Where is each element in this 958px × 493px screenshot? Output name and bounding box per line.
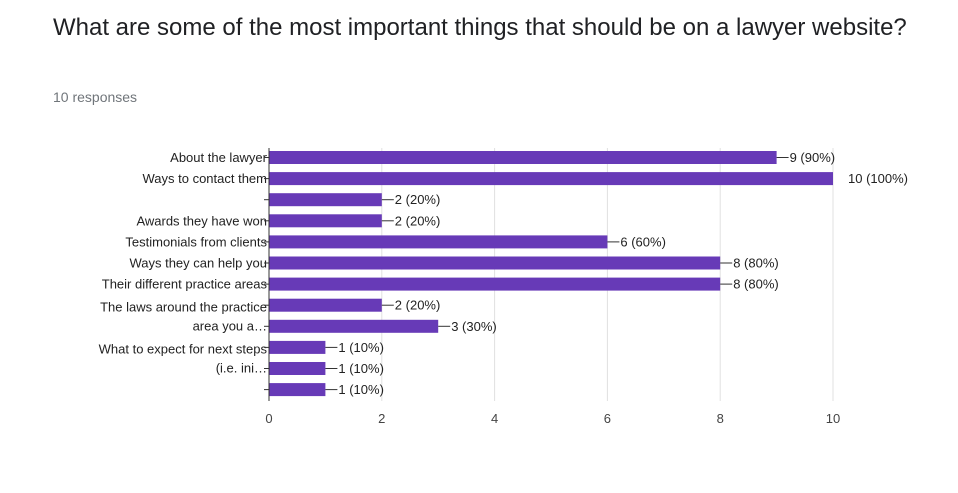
bar xyxy=(269,235,608,249)
category-label: Ways they can help you xyxy=(129,256,267,271)
x-tick-label: 0 xyxy=(265,411,272,426)
bar-value-label: 2 (20%) xyxy=(395,192,441,207)
bar xyxy=(269,340,326,354)
x-tick-label: 4 xyxy=(491,411,498,426)
x-tick-label: 8 xyxy=(717,411,724,426)
category-label: Ways to contact them xyxy=(142,171,267,186)
bar-value-label: 10 (100%) xyxy=(848,171,908,186)
bar-value-label: 2 (20%) xyxy=(395,298,441,313)
x-tick-label: 2 xyxy=(378,411,385,426)
bar xyxy=(269,193,382,207)
bar-value-label: 1 (10%) xyxy=(338,382,384,397)
bar xyxy=(269,383,326,397)
category-label: Awards they have won xyxy=(136,213,267,228)
category-label: About the lawyer xyxy=(170,150,268,165)
x-tick-label: 10 xyxy=(826,411,840,426)
bar-value-label: 2 (20%) xyxy=(395,213,441,228)
bar xyxy=(269,214,382,228)
category-label: What to expect for next steps xyxy=(99,341,268,356)
bar xyxy=(269,298,382,312)
bar-value-label: 8 (80%) xyxy=(733,277,779,292)
question-title: What are some of the most important thin… xyxy=(53,14,907,41)
bar xyxy=(269,151,777,164)
bar xyxy=(269,362,326,375)
bar-value-label: 1 (10%) xyxy=(338,340,384,355)
bar-value-label: 9 (90%) xyxy=(790,150,836,165)
bar-value-label: 3 (30%) xyxy=(451,319,497,334)
bar-value-label: 1 (10%) xyxy=(338,361,384,376)
category-label: Their different practice areas xyxy=(102,277,268,292)
bar xyxy=(269,277,721,291)
category-label: The laws around the practice xyxy=(100,299,267,314)
bar-value-label: 8 (80%) xyxy=(733,256,779,271)
category-label: area you a… xyxy=(193,318,267,333)
bar xyxy=(269,256,721,270)
category-label: (i.e. ini… xyxy=(216,360,267,375)
category-label: Testimonials from clients xyxy=(125,234,267,249)
bar-value-label: 6 (60%) xyxy=(620,234,666,249)
x-tick-label: 6 xyxy=(604,411,611,426)
response-count: 10 responses xyxy=(53,89,138,105)
bar xyxy=(269,172,833,186)
bar xyxy=(269,319,439,333)
